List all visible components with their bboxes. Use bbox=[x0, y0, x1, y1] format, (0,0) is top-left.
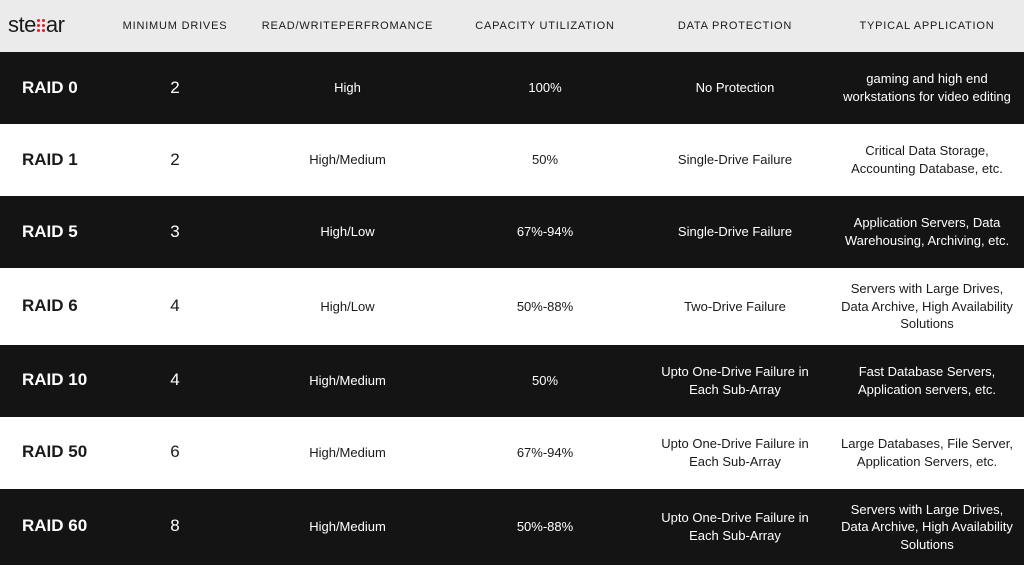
cell-min: 2 bbox=[105, 145, 245, 176]
col-header-prot: DATA PROTECTION bbox=[640, 15, 830, 38]
table-row: RAID 608High/Medium50%-88%Upto One-Drive… bbox=[0, 489, 1024, 566]
logo-dots-icon bbox=[37, 19, 45, 32]
cell-cap: 100% bbox=[450, 75, 640, 101]
cell-min: 3 bbox=[105, 217, 245, 248]
cell-cap: 67%-94% bbox=[450, 440, 640, 466]
cell-app: Critical Data Storage, Accounting Databa… bbox=[830, 138, 1024, 181]
col-header-perf: READ/WRITEPERFROMANCE bbox=[245, 15, 450, 38]
cell-perf: High/Medium bbox=[245, 440, 450, 466]
cell-cap: 50% bbox=[450, 147, 640, 173]
cell-prot: Upto One-Drive Failure in Each Sub-Array bbox=[640, 431, 830, 474]
cell-app: Fast Database Servers, Application serve… bbox=[830, 359, 1024, 402]
cell-perf: High/Medium bbox=[245, 147, 450, 173]
cell-perf: High/Medium bbox=[245, 514, 450, 540]
col-header-app: TYPICAL APPLICATION bbox=[830, 15, 1024, 38]
cell-perf: High bbox=[245, 75, 450, 101]
cell-raid: RAID 60 bbox=[0, 511, 105, 542]
logo-prefix: ste bbox=[8, 10, 36, 40]
table-row: RAID 506High/Medium67%-94%Upto One-Drive… bbox=[0, 417, 1024, 489]
cell-cap: 50%-88% bbox=[450, 514, 640, 540]
cell-min: 4 bbox=[105, 291, 245, 322]
cell-raid: RAID 0 bbox=[0, 73, 105, 104]
cell-perf: High/Medium bbox=[245, 368, 450, 394]
cell-app: gaming and high end workstations for vid… bbox=[830, 66, 1024, 109]
cell-min: 6 bbox=[105, 437, 245, 468]
cell-app: Servers with Large Drives, Data Archive,… bbox=[830, 497, 1024, 558]
table-row: RAID 104High/Medium50%Upto One-Drive Fai… bbox=[0, 345, 1024, 417]
cell-app: Servers with Large Drives, Data Archive,… bbox=[830, 276, 1024, 337]
brand-logo: ste ar bbox=[0, 6, 105, 46]
table-row: RAID 64High/Low50%-88%Two-Drive FailureS… bbox=[0, 268, 1024, 345]
table-header-row: ste ar MINIMUM DRIVES READ/WRITEPERFROMA… bbox=[0, 0, 1024, 52]
cell-perf: High/Low bbox=[245, 219, 450, 245]
cell-app: Large Databases, File Server, Applicatio… bbox=[830, 431, 1024, 474]
table-row: RAID 53High/Low67%-94%Single-Drive Failu… bbox=[0, 196, 1024, 268]
cell-prot: Upto One-Drive Failure in Each Sub-Array bbox=[640, 505, 830, 548]
logo-suffix: ar bbox=[46, 10, 65, 40]
cell-cap: 67%-94% bbox=[450, 219, 640, 245]
cell-prot: Upto One-Drive Failure in Each Sub-Array bbox=[640, 359, 830, 402]
cell-cap: 50% bbox=[450, 368, 640, 394]
cell-cap: 50%-88% bbox=[450, 294, 640, 320]
cell-raid: RAID 6 bbox=[0, 291, 105, 322]
cell-raid: RAID 5 bbox=[0, 217, 105, 248]
cell-prot: Single-Drive Failure bbox=[640, 219, 830, 245]
cell-app: Application Servers, Data Warehousing, A… bbox=[830, 210, 1024, 253]
cell-prot: No Protection bbox=[640, 75, 830, 101]
cell-prot: Single-Drive Failure bbox=[640, 147, 830, 173]
col-header-cap: CAPACITY UTILIZATION bbox=[450, 15, 640, 38]
cell-raid: RAID 50 bbox=[0, 437, 105, 468]
cell-prot: Two-Drive Failure bbox=[640, 294, 830, 320]
col-header-min: MINIMUM DRIVES bbox=[105, 15, 245, 38]
cell-raid: RAID 10 bbox=[0, 365, 105, 396]
cell-min: 2 bbox=[105, 73, 245, 104]
cell-min: 8 bbox=[105, 511, 245, 542]
raid-comparison-table: ste ar MINIMUM DRIVES READ/WRITEPERFROMA… bbox=[0, 0, 1024, 565]
cell-min: 4 bbox=[105, 365, 245, 396]
cell-perf: High/Low bbox=[245, 294, 450, 320]
table-row: RAID 02High100%No Protectiongaming and h… bbox=[0, 52, 1024, 124]
cell-raid: RAID 1 bbox=[0, 145, 105, 176]
table-row: RAID 12High/Medium50%Single-Drive Failur… bbox=[0, 124, 1024, 196]
